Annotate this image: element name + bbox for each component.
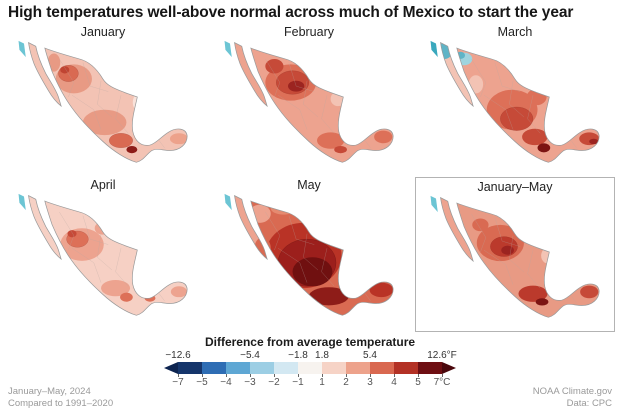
maps-grid: January [0, 24, 620, 332]
panel-label: January [80, 25, 126, 39]
legend-f-label: 12.6°F [427, 350, 457, 361]
panel-label: February [283, 25, 335, 39]
map-march [430, 40, 600, 163]
legend-c-label: −3 [244, 377, 256, 388]
footer-baseline: Compared to 1991–2020 [8, 398, 114, 409]
panel-january-may: January–May [415, 177, 615, 332]
legend-c-label: 5 [415, 377, 421, 388]
legend-segment [346, 362, 370, 374]
map-january [18, 40, 188, 163]
legend-segment [226, 362, 250, 374]
legend-celsius-labels: −7 −5 −4 −3 −2 −1 1 2 3 4 5 7°C [172, 377, 450, 389]
legend-colorbar [164, 362, 456, 374]
legend-f-label: 1.8 [315, 350, 329, 361]
legend-left-arrow [164, 362, 178, 374]
footer-date-range: January–May, 2024 [8, 386, 91, 397]
legend-c-label: 7°C [433, 377, 451, 388]
legend-title: Difference from average temperature [204, 335, 416, 349]
legend: Difference from average temperature −12.… [164, 335, 457, 389]
panel-label: April [90, 178, 116, 192]
legend-c-label: 2 [343, 377, 349, 388]
legend-segment [274, 362, 298, 374]
map-february [224, 40, 394, 163]
legend-f-label: −5.4 [240, 350, 260, 361]
panel-label: January–May [477, 180, 553, 194]
legend-segment [202, 362, 226, 374]
panel-march: March [412, 24, 618, 175]
panel-label: May [297, 178, 321, 192]
panel-february: February [206, 24, 412, 175]
legend-segment [298, 362, 322, 374]
legend-segment [322, 362, 346, 374]
legend-c-label: 1 [319, 377, 325, 388]
footer-source: NOAA Climate.gov [532, 386, 612, 397]
legend-segment [370, 362, 394, 374]
legend-segment [394, 362, 418, 374]
legend-c-label: −2 [268, 377, 280, 388]
map-may [224, 193, 394, 316]
legend-segment [178, 362, 202, 374]
legend-f-label: −1.8 [288, 350, 308, 361]
panel-april: April [0, 177, 206, 332]
panel-january: January [0, 24, 206, 175]
legend-segment [250, 362, 274, 374]
legend-c-label: 4 [391, 377, 397, 388]
map-january-may [430, 195, 600, 318]
legend-segment [418, 362, 442, 374]
legend-fahrenheit-labels: −12.6 −5.4 −1.8 1.8 5.4 12.6°F [165, 350, 456, 362]
legend-f-label: −12.6 [165, 350, 191, 361]
legend-right-arrow [442, 362, 456, 374]
legend-c-label: 3 [367, 377, 373, 388]
panel-may: May [206, 177, 412, 332]
legend-f-label: 5.4 [363, 350, 377, 361]
legend-tickmarks [178, 374, 443, 377]
footer-data-credit: Data: CPC [566, 398, 612, 409]
panel-label: March [497, 25, 533, 39]
legend-c-label: −1 [292, 377, 304, 388]
legend-c-label: −4 [220, 377, 232, 388]
footer-left: January–May, 2024 Compared to 1991–2020 [8, 386, 113, 410]
legend-c-label: −5 [196, 377, 208, 388]
legend-segments [178, 362, 442, 374]
footer-right: NOAA Climate.gov Data: CPC [533, 386, 612, 410]
map-april [18, 193, 188, 316]
legend-c-label: −7 [172, 377, 184, 388]
footer: January–May, 2024 Compared to 1991–2020 … [0, 386, 620, 413]
page-title: High temperatures well-above normal acro… [8, 4, 574, 21]
